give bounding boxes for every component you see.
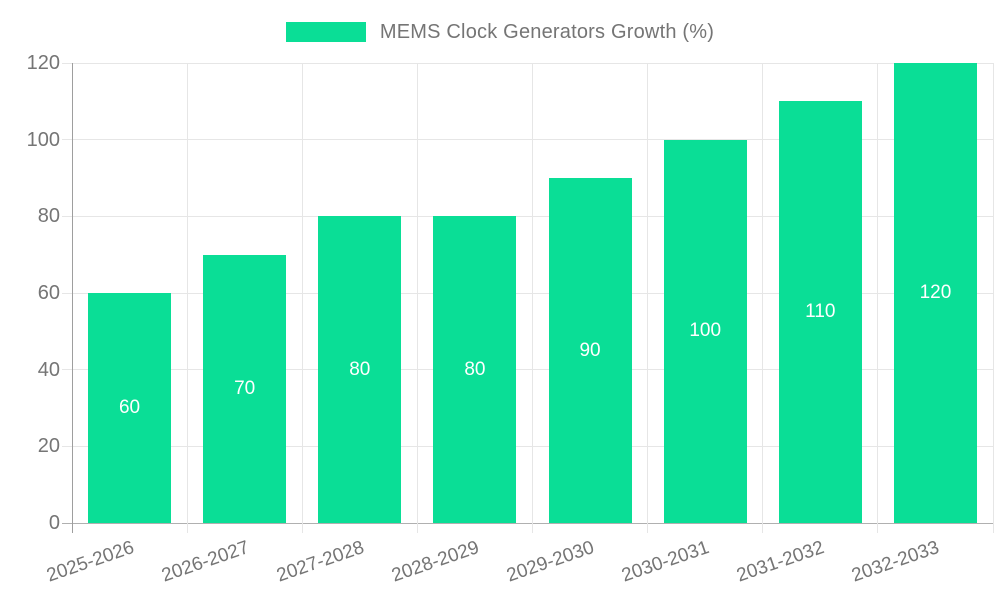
bar-value-label: 80 xyxy=(349,358,371,380)
x-axis-tick xyxy=(532,523,533,533)
x-gridline xyxy=(416,63,418,523)
bar xyxy=(778,101,862,523)
x-axis-tick xyxy=(416,523,418,533)
bar-value-label: 90 xyxy=(579,339,601,361)
y-axis-tick-label: 20 xyxy=(37,435,60,458)
bar xyxy=(318,216,402,523)
y-axis-tick-label: 100 xyxy=(26,128,60,151)
x-gridline xyxy=(877,63,879,523)
y-gridline xyxy=(62,215,993,217)
x-gridline xyxy=(647,63,649,523)
bar xyxy=(663,139,747,523)
bar-value-label: 110 xyxy=(805,301,836,323)
y-gridline xyxy=(62,445,993,447)
bar-value-label: 60 xyxy=(118,397,141,418)
x-axis-tick xyxy=(992,523,994,533)
x-axis-tick xyxy=(762,523,764,533)
x-axis-tick xyxy=(877,523,879,533)
x-gridline xyxy=(992,63,994,523)
bar-value-label: 100 xyxy=(689,320,722,342)
legend-series-label: MEMS Clock Generators Growth (%) xyxy=(379,20,715,43)
bar xyxy=(203,254,287,523)
bar xyxy=(88,293,172,523)
x-gridline xyxy=(762,63,764,523)
bar-value-label: 70 xyxy=(234,377,256,399)
y-gridline xyxy=(62,292,993,294)
y-gridline xyxy=(62,522,993,524)
x-gridline xyxy=(532,63,533,523)
chart-legend: MEMS Clock Generators Growth (%) xyxy=(0,16,1000,48)
y-gridline xyxy=(62,62,993,64)
y-axis-tick-label: 0 xyxy=(48,512,60,534)
y-gridline xyxy=(62,139,993,141)
bar xyxy=(433,216,517,523)
x-axis-tick xyxy=(301,523,303,533)
x-gridline xyxy=(186,63,188,523)
bar-value-label: 120 xyxy=(919,282,952,303)
x-gridline xyxy=(301,63,303,523)
x-axis-tick xyxy=(186,523,188,533)
bar xyxy=(893,63,977,523)
y-axis-tick-label: 60 xyxy=(37,282,60,304)
x-axis-tick xyxy=(647,523,649,533)
y-axis-tick-label: 40 xyxy=(37,358,60,381)
y-axis-tick-label: 80 xyxy=(37,205,60,228)
bar xyxy=(548,178,632,523)
legend-swatch-icon xyxy=(285,22,366,42)
y-axis-tick-label: 120 xyxy=(26,52,60,74)
y-axis-line xyxy=(71,63,73,533)
bar-value-label: 80 xyxy=(464,358,486,380)
y-gridline xyxy=(62,369,993,371)
